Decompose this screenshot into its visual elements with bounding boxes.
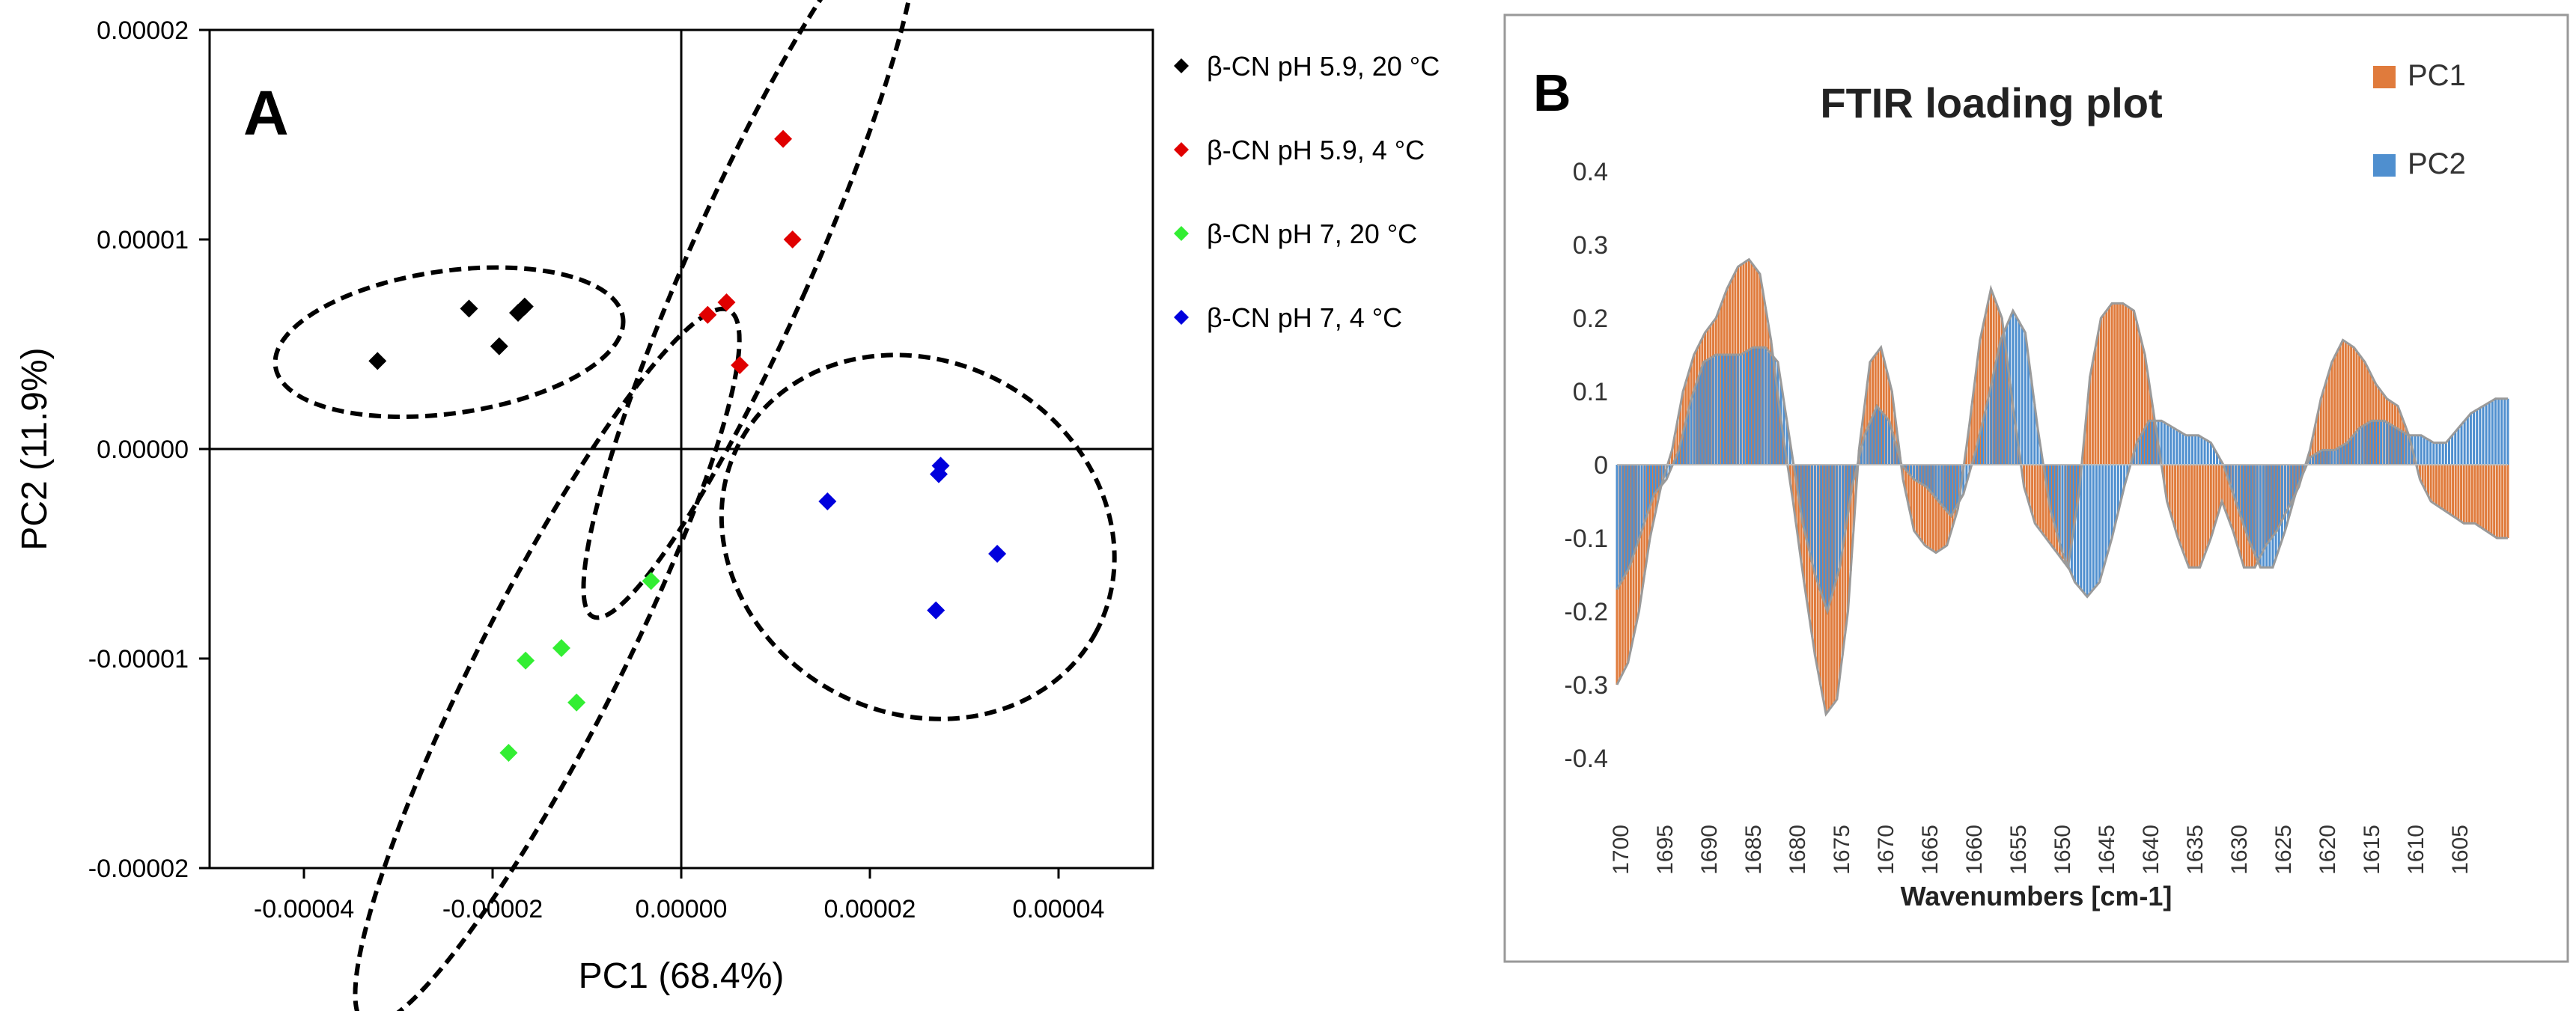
group-ellipse <box>719 352 1117 721</box>
panel-a-legend: β-CN pH 5.9, 20 °C β-CN pH 5.9, 4 °C β-CN … <box>1174 51 1440 333</box>
panel-a-pca-scores: -0.00004 -0.00002 0.00000 0.00002 0.00004 0.0… <box>15 0 1440 1011</box>
score-point <box>490 337 508 355</box>
legend-label: β-CN pH 7, 4 °C <box>1207 302 1402 333</box>
y-tick-label: -0.00001 <box>88 645 189 674</box>
x-tick-label: 0.00002 <box>824 895 916 923</box>
panel-a-letter: A <box>243 78 289 148</box>
b-y-tick-label: -0.2 <box>1564 598 1608 626</box>
b-x-tick-label: 1685 <box>1741 825 1766 875</box>
b-x-tick-label: 1690 <box>1697 825 1722 875</box>
b-legend-swatch <box>2373 66 2396 88</box>
b-legend-swatch <box>2373 154 2396 177</box>
y-tick-label: 0.00001 <box>97 226 189 254</box>
panel-b-legend: PC1 PC2 <box>2373 59 2466 180</box>
b-x-tick-label: 1665 <box>1918 825 1943 875</box>
y-tick-label: 0.00002 <box>97 16 189 45</box>
panel-b-letter: B <box>1533 64 1571 122</box>
panel-a-ylabel: PC2 (11.9%) <box>15 347 55 550</box>
legend-marker <box>1174 226 1189 241</box>
b-x-tick-label: 1650 <box>2050 825 2075 875</box>
b-x-tick-label: 1660 <box>1962 825 1987 875</box>
b-x-tick-label: 1700 <box>1609 825 1633 875</box>
panel-a-points <box>368 129 1007 762</box>
score-point <box>698 305 717 324</box>
legend-label: β-CN pH 5.9, 4 °C <box>1207 135 1425 165</box>
b-y-tick-label: 0.2 <box>1573 305 1608 333</box>
b-x-tick-label: 1640 <box>2139 825 2164 875</box>
loading-line-pc2 <box>1616 308 2508 616</box>
b-x-tick-label: 1680 <box>1785 825 1810 875</box>
b-y-tick-label: -0.4 <box>1564 745 1608 773</box>
b-x-tick-label: 1655 <box>2006 825 2031 875</box>
score-point <box>499 744 518 762</box>
b-x-tick-label: 1670 <box>1874 825 1898 875</box>
group-ellipse <box>272 265 626 419</box>
legend-label: β-CN pH 5.9, 20 °C <box>1207 51 1440 82</box>
score-point <box>552 639 570 657</box>
panel-a-zero-lines <box>210 30 1153 868</box>
group-ellipse <box>353 306 742 1011</box>
score-point <box>929 465 948 483</box>
score-point <box>927 601 946 620</box>
y-tick-label: -0.00002 <box>88 855 189 883</box>
b-x-tick-label: 1635 <box>2183 825 2208 875</box>
legend-marker <box>1174 58 1189 73</box>
panel-b-lines <box>1616 257 2508 717</box>
panel-a-ellipses <box>272 0 1117 1011</box>
b-y-tick-label: 0.4 <box>1573 158 1608 186</box>
x-tick-label: -0.00004 <box>254 895 354 923</box>
x-tick-label: 0.00004 <box>1013 895 1105 923</box>
score-point <box>774 129 793 148</box>
score-point <box>731 356 749 374</box>
b-x-tick-label: 1610 <box>2404 825 2429 875</box>
b-legend-label: PC2 <box>2408 147 2466 180</box>
score-point <box>460 299 478 318</box>
y-tick-label: 0.00000 <box>97 436 189 464</box>
b-x-tick-label: 1625 <box>2271 825 2296 875</box>
score-point <box>717 293 736 311</box>
b-y-tick-label: 0.1 <box>1573 378 1608 406</box>
b-y-tick-label: 0.3 <box>1573 231 1608 260</box>
b-x-tick-label: 1620 <box>2315 825 2340 875</box>
group-ellipse <box>581 0 919 620</box>
panel-b-x-ticks: 1700 1695 1690 1685 1680 1675 1670 1665 1660 1655… <box>1609 825 2473 875</box>
score-point <box>368 352 387 370</box>
legend-marker <box>1174 310 1189 325</box>
panel-a-ticks: -0.00004 -0.00002 0.00000 0.00002 0.00004 0.0… <box>88 16 1105 923</box>
score-point <box>783 230 802 248</box>
panel-b-y-ticks: 0.4 0.3 0.2 0.1 0 -0.1 -0.2 -0.3 -0.4 <box>1564 158 1608 773</box>
panel-a-xlabel: PC1 (68.4%) <box>579 956 785 996</box>
loading-line-pc1 <box>1616 257 2508 717</box>
score-point <box>642 572 660 590</box>
b-x-tick-label: 1695 <box>1653 825 1678 875</box>
b-y-tick-label: 0 <box>1594 451 1608 480</box>
b-y-tick-label: -0.1 <box>1564 525 1608 553</box>
b-y-tick-label: -0.3 <box>1564 671 1608 700</box>
legend-label: β-CN pH 7, 20 °C <box>1207 219 1417 249</box>
panel-b-title: FTIR loading plot <box>1820 79 2162 126</box>
score-point <box>515 297 534 316</box>
score-point <box>567 693 586 712</box>
panel-b-ftir-loadings: B FTIR loading plot 0.4 0.3 0.2 0.1 0 -0.1 -0.… <box>1503 13 2569 963</box>
b-x-tick-label: 1675 <box>1830 825 1854 875</box>
panel-b-xlabel: Wavenumbers [cm-1] <box>1901 881 2172 911</box>
b-legend-label: PC1 <box>2408 59 2466 92</box>
b-x-tick-label: 1605 <box>2448 825 2473 875</box>
score-point <box>988 545 1007 563</box>
score-point <box>818 492 837 510</box>
b-x-tick-label: 1645 <box>2095 825 2119 875</box>
b-x-tick-label: 1615 <box>2360 825 2384 875</box>
legend-marker <box>1174 142 1189 157</box>
score-point <box>517 651 535 670</box>
x-tick-label: 0.00000 <box>636 895 728 923</box>
b-x-tick-label: 1630 <box>2227 825 2252 875</box>
